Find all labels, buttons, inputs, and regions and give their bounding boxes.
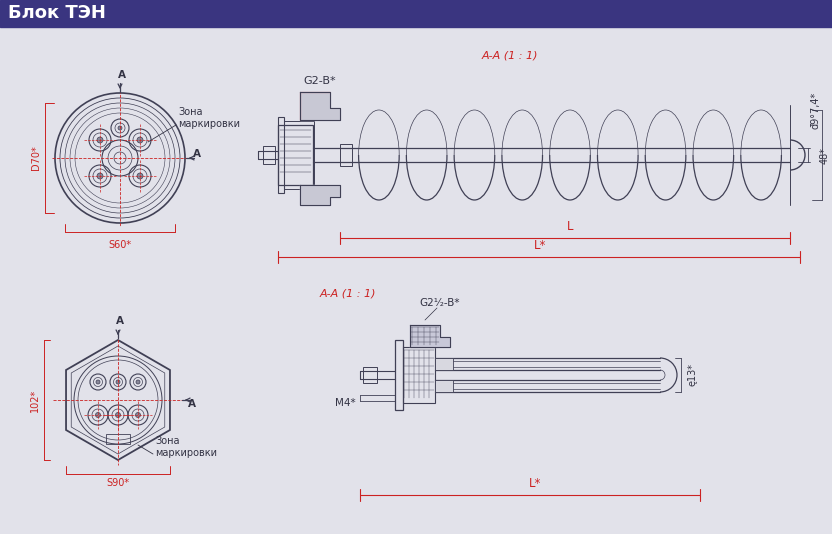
Bar xyxy=(0,0,832,27)
Bar xyxy=(263,146,275,164)
Polygon shape xyxy=(300,185,340,205)
Text: L*: L* xyxy=(534,239,546,252)
Bar xyxy=(278,125,313,185)
Text: A: A xyxy=(118,70,126,80)
Circle shape xyxy=(97,137,103,143)
Text: G2-B*: G2-B* xyxy=(304,76,336,86)
Circle shape xyxy=(116,380,120,384)
Text: А-А (1 : 1): А-А (1 : 1) xyxy=(482,50,538,60)
Text: M4*: M4* xyxy=(335,398,356,408)
Text: 102*: 102* xyxy=(30,388,40,412)
Circle shape xyxy=(97,173,103,179)
Circle shape xyxy=(118,126,122,130)
Bar xyxy=(435,358,453,370)
Text: Зона
маркировки: Зона маркировки xyxy=(155,436,217,458)
Circle shape xyxy=(137,137,143,143)
Text: đ9°7,4*: đ9°7,4* xyxy=(811,91,821,129)
Bar xyxy=(340,144,352,166)
Text: ę13*: ę13* xyxy=(687,364,697,387)
Bar xyxy=(435,380,453,392)
Circle shape xyxy=(96,380,100,384)
Bar xyxy=(395,340,403,410)
Circle shape xyxy=(137,173,143,179)
Text: L: L xyxy=(567,220,573,233)
Circle shape xyxy=(116,412,121,418)
Circle shape xyxy=(136,412,141,418)
Text: Блок ТЭН: Блок ТЭН xyxy=(8,4,106,22)
Text: A: A xyxy=(116,316,124,326)
Polygon shape xyxy=(300,92,340,120)
Bar xyxy=(106,434,130,444)
Circle shape xyxy=(136,380,140,384)
Text: Зона
маркировки: Зона маркировки xyxy=(178,107,240,129)
Bar xyxy=(403,347,435,403)
Text: G2¹⁄₂-B*: G2¹⁄₂-B* xyxy=(420,298,460,308)
Bar xyxy=(278,117,284,193)
Text: 48*: 48* xyxy=(820,146,830,163)
Text: L*: L* xyxy=(529,477,541,490)
Text: S60*: S60* xyxy=(108,240,131,250)
Text: S90*: S90* xyxy=(106,478,130,488)
Bar xyxy=(284,121,314,189)
Circle shape xyxy=(96,412,101,418)
Bar xyxy=(363,367,377,383)
Text: А-А (1 : 1): А-А (1 : 1) xyxy=(320,288,377,298)
Text: A: A xyxy=(193,149,201,159)
Polygon shape xyxy=(410,325,450,347)
Text: A: A xyxy=(188,399,196,409)
Text: D70*: D70* xyxy=(31,146,41,170)
